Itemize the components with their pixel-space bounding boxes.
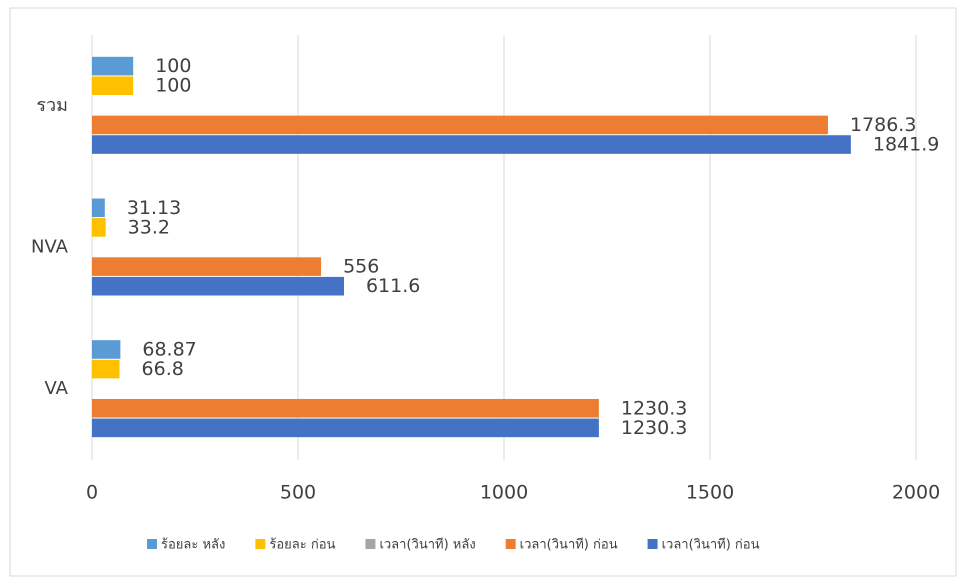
bar xyxy=(92,135,851,154)
legend-swatch xyxy=(647,539,658,549)
x-tick-label: 500 xyxy=(280,482,316,504)
legend-swatch xyxy=(255,539,266,549)
data-label: 100 xyxy=(155,55,191,77)
bar xyxy=(92,56,134,76)
legend-label: เวลา(วินาที) ก่อน xyxy=(520,537,618,553)
bar xyxy=(92,218,106,237)
legend-label: เวลา(วินาที) ก่อน xyxy=(662,537,760,553)
y-tick-label: NVA xyxy=(31,237,69,258)
data-label: 31.13 xyxy=(127,197,181,219)
x-tick-label: 1500 xyxy=(686,482,734,504)
legend-swatch xyxy=(505,539,516,549)
x-tick-label: 2000 xyxy=(892,482,940,504)
data-label: 611.6 xyxy=(366,275,420,297)
bar xyxy=(92,257,322,276)
bar xyxy=(92,418,599,438)
x-tick-label: 0 xyxy=(86,482,98,504)
data-label: 1230.3 xyxy=(621,417,687,439)
data-label: 1786.3 xyxy=(850,114,916,136)
data-label: 100 xyxy=(155,75,191,97)
bar xyxy=(92,398,599,418)
data-label: 556 xyxy=(343,256,379,278)
legend-label: เวลา(วินาที) หลัง xyxy=(379,537,475,553)
data-label: 1230.3 xyxy=(621,397,687,419)
legend-swatch xyxy=(147,539,157,549)
bar xyxy=(92,198,105,218)
legend-swatch xyxy=(365,539,376,549)
bar xyxy=(92,276,344,296)
y-tick-label: รวม xyxy=(36,95,68,116)
bar xyxy=(92,359,120,379)
legend-label: ร้อยละ ก่อน xyxy=(269,538,335,553)
y-tick-label: VA xyxy=(45,378,69,399)
bar xyxy=(92,340,121,359)
data-label: 66.8 xyxy=(142,358,184,380)
data-label: 1841.9 xyxy=(873,134,939,156)
data-label: 33.2 xyxy=(128,216,170,238)
data-label: 68.87 xyxy=(142,338,196,360)
x-tick-label: 1000 xyxy=(480,482,528,504)
bar xyxy=(92,76,134,96)
legend-label: ร้อยละ หลัง xyxy=(161,538,225,553)
bar xyxy=(92,115,828,135)
